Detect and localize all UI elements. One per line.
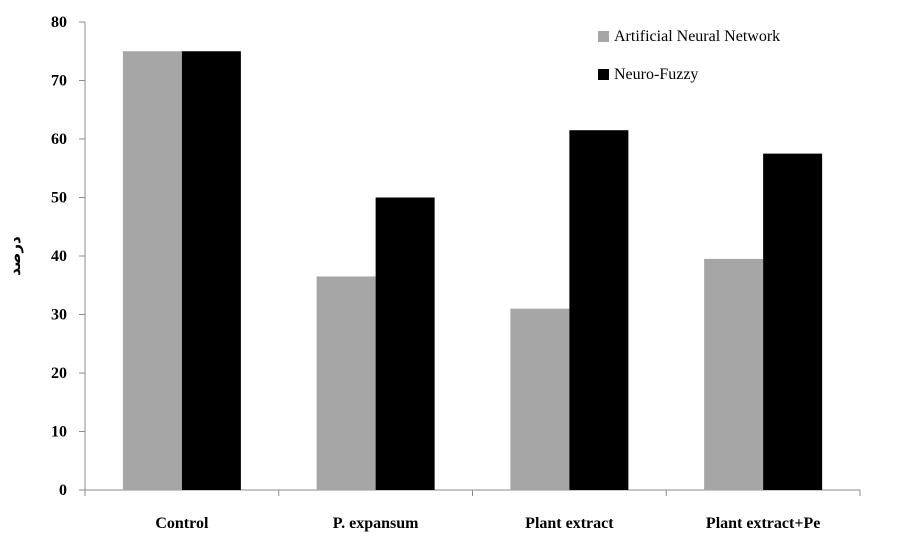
bar-artificial-neural-network-0 <box>122 51 182 490</box>
y-tick-label: 70 <box>51 73 67 90</box>
y-tick-label: 40 <box>51 248 67 265</box>
y-tick-label: 60 <box>51 131 67 148</box>
bar-neuro-fuzzy-0 <box>181 51 241 490</box>
x-category-label: Plant extract+Pe <box>706 515 820 532</box>
y-tick-label: 50 <box>51 190 67 207</box>
bars <box>122 51 823 490</box>
legend-swatch <box>598 69 609 80</box>
y-axis-label: درصد <box>6 236 24 276</box>
y-tick-label: 80 <box>51 14 67 31</box>
bar-neuro-fuzzy-2 <box>569 130 629 490</box>
x-category-label: Plant extract <box>525 515 614 532</box>
legend: Artificial Neural Network Neuro-Fuzzy <box>598 28 780 83</box>
y-tick-label: 10 <box>51 424 67 441</box>
y-tick-label: 30 <box>51 307 67 324</box>
bar-artificial-neural-network-2 <box>510 308 570 490</box>
y-tick-label: 0 <box>59 482 67 499</box>
x-category-label: Control <box>155 515 209 532</box>
legend-label: Artificial Neural Network <box>614 28 780 45</box>
bar-artificial-neural-network-3 <box>704 258 764 490</box>
legend-label: Neuro-Fuzzy <box>614 66 698 83</box>
legend-swatch <box>598 31 609 42</box>
bar-neuro-fuzzy-3 <box>763 153 823 490</box>
y-axis-ticks: 0 10 20 30 40 50 60 70 80 <box>51 14 85 499</box>
bar-artificial-neural-network-1 <box>316 276 376 490</box>
y-tick-label: 20 <box>51 365 67 382</box>
bar-neuro-fuzzy-1 <box>375 197 435 490</box>
x-axis-categories: Control P. expansum Plant extract Plant ext… <box>155 515 820 532</box>
x-category-label: P. expansum <box>333 515 419 532</box>
